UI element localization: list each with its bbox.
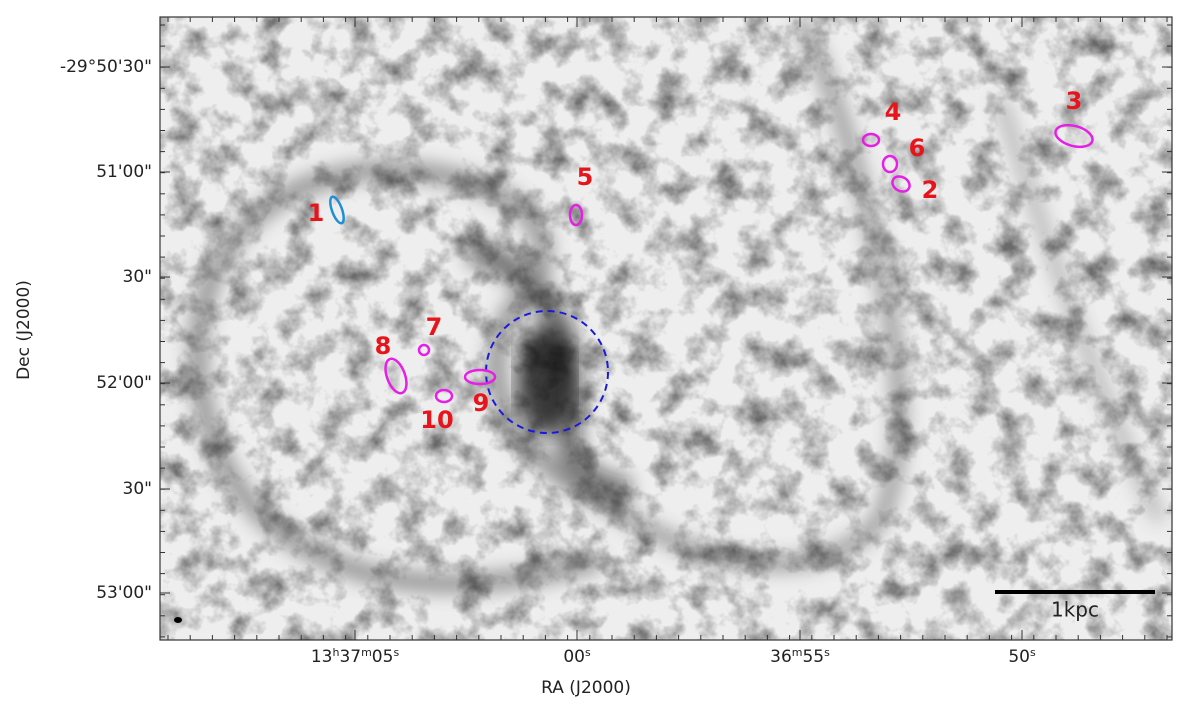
region-ellipse	[384, 357, 408, 395]
region-ellipse	[861, 132, 881, 148]
y-tick-label: 51'00"	[96, 162, 152, 182]
y-tick-label: 53'00"	[96, 583, 152, 603]
region-ellipse	[1054, 123, 1094, 149]
region-label: 6	[909, 134, 926, 162]
x-axis-label: RA (J2000)	[541, 678, 631, 698]
region-label: 2	[922, 176, 939, 204]
region-label: 3	[1066, 87, 1083, 115]
region-ellipse	[434, 388, 454, 404]
x-tick-label: 13h37m05s	[311, 646, 400, 667]
region-label: 7	[426, 313, 443, 341]
image	[160, 17, 1172, 640]
region-label: 4	[885, 98, 902, 126]
region-ellipse	[329, 195, 345, 225]
nucleus-circle	[485, 310, 609, 434]
y-tick-label: 30"	[123, 479, 152, 499]
beam	[174, 617, 182, 623]
region-label: 9	[473, 389, 490, 417]
y-axis-label: Dec (J2000)	[14, 280, 34, 380]
x-tick-label: 36m55s	[770, 646, 830, 667]
region-label: 5	[577, 163, 594, 191]
region-label: 1	[308, 199, 325, 227]
region-ellipse	[568, 203, 584, 227]
scale-bar-label: 1kpc	[1051, 598, 1099, 622]
region-ellipse	[891, 175, 911, 193]
x-tick-label: 00s	[563, 646, 591, 667]
frame	[159, 16, 1173, 641]
y-tick-label: -29°50'30"	[60, 57, 152, 77]
x-tick-label: 50s	[1008, 646, 1036, 667]
y-tick-label: 30"	[123, 267, 152, 287]
region-label: 8	[375, 332, 392, 360]
region-ellipse	[417, 343, 431, 357]
region-label: 10	[420, 406, 453, 434]
y-tick-label: 52'00"	[96, 373, 152, 393]
region-ellipse	[463, 368, 497, 386]
region-ellipse	[881, 154, 899, 174]
